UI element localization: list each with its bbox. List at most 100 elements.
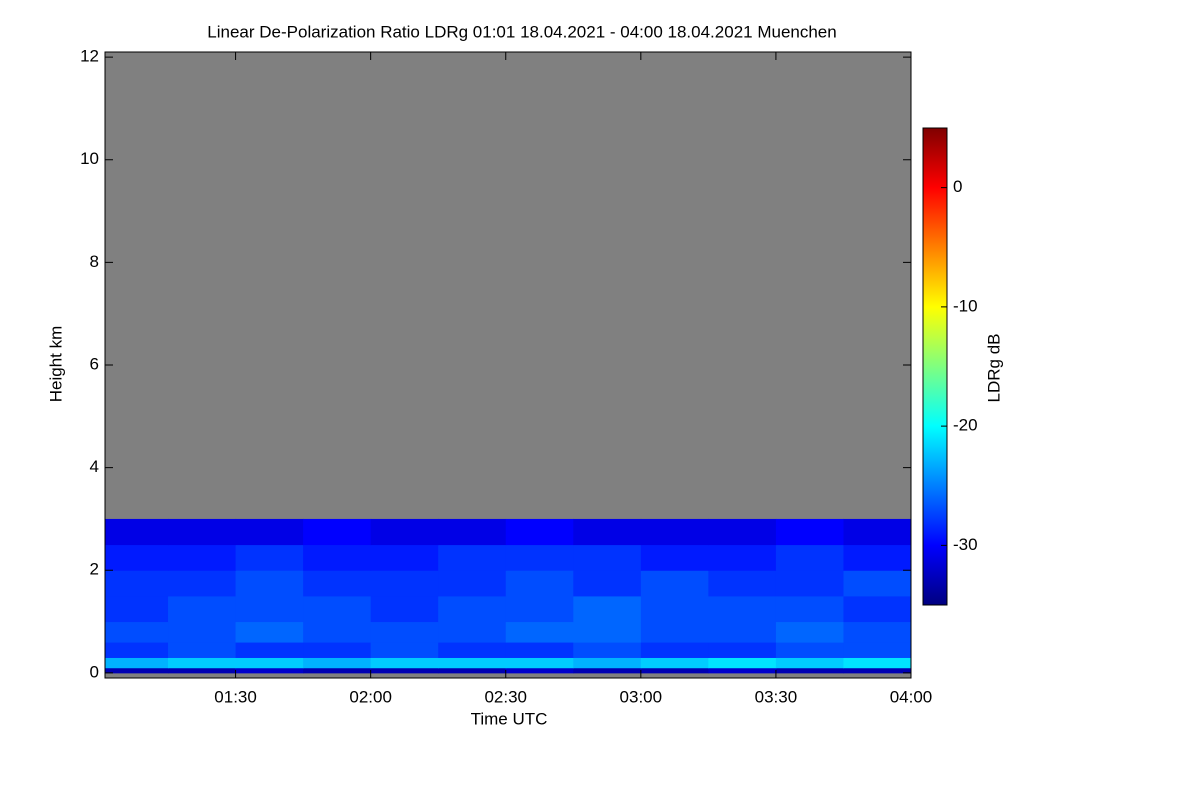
heatmap-cell xyxy=(235,657,304,669)
heatmap-cell xyxy=(708,657,777,669)
heatmap-cell xyxy=(105,642,169,658)
heatmap-cell xyxy=(573,621,642,643)
heatmap-cell xyxy=(168,667,237,674)
heatmap-cell xyxy=(303,667,372,674)
heatmap-cell xyxy=(168,570,237,597)
heatmap-cell xyxy=(708,642,777,658)
heatmap-cell xyxy=(168,621,237,643)
colorbar xyxy=(922,127,948,606)
heatmap-cell xyxy=(843,667,912,674)
heatmap-cell xyxy=(708,544,777,571)
heatmap-cell xyxy=(573,570,642,597)
heatmap-cell xyxy=(708,570,777,597)
heatmap-cell xyxy=(640,667,709,674)
colorbar-tick-label: -20 xyxy=(953,416,978,435)
heatmap-cell xyxy=(235,667,304,674)
chart-title: Linear De-Polarization Ratio LDRg 01:01 … xyxy=(207,22,836,41)
heatmap-cell xyxy=(105,667,169,674)
x-tick-label: 02:30 xyxy=(484,687,527,706)
heatmap-cell xyxy=(370,518,439,546)
heatmap-cell xyxy=(105,570,169,597)
heatmap-cell xyxy=(168,544,237,571)
heatmap-cell xyxy=(843,570,912,597)
heatmap-cell xyxy=(303,595,372,623)
heatmap-cell xyxy=(303,518,372,546)
heatmap-cell xyxy=(505,570,574,597)
heatmap-cell xyxy=(235,642,304,658)
colorbar-label: LDRg dB xyxy=(984,334,1003,403)
heatmap-cell xyxy=(438,657,507,669)
heatmap-cell xyxy=(505,667,574,674)
x-tick-label: 02:00 xyxy=(349,687,392,706)
heatmap-cell xyxy=(303,657,372,669)
heatmap-cell xyxy=(370,544,439,571)
colorbar-tick-label: -30 xyxy=(953,535,978,554)
heatmap-cell xyxy=(370,621,439,643)
heatmap-cell xyxy=(708,595,777,623)
heatmap-cell xyxy=(843,518,912,546)
heatmap-cell xyxy=(843,544,912,571)
heatmap-cell xyxy=(775,621,844,643)
heatmap-cell xyxy=(708,621,777,643)
x-tick-label: 03:00 xyxy=(620,687,663,706)
heatmap-cell xyxy=(573,667,642,674)
heatmap-cell xyxy=(573,642,642,658)
heatmap-cell xyxy=(438,518,507,546)
x-axis-label: Time UTC xyxy=(471,709,548,728)
heatmap-cell xyxy=(303,570,372,597)
heatmap-cell xyxy=(168,595,237,623)
heatmap-cell xyxy=(438,621,507,643)
heatmap-cell xyxy=(708,518,777,546)
heatmap-cell xyxy=(438,544,507,571)
heatmap-cell xyxy=(370,570,439,597)
heatmap-cell xyxy=(303,642,372,658)
heatmap-cell xyxy=(370,642,439,658)
heatmap-cell xyxy=(640,642,709,658)
heatmap-cell xyxy=(303,621,372,643)
heatmap-cell xyxy=(505,621,574,643)
x-tick-label: 04:00 xyxy=(890,687,933,706)
y-tick-label: 4 xyxy=(90,457,99,476)
y-tick-label: 6 xyxy=(90,354,99,373)
y-tick-label: 2 xyxy=(90,560,99,579)
x-tick-label: 01:30 xyxy=(214,687,257,706)
heatmap-cell xyxy=(640,570,709,597)
colorbar-tick-label: 0 xyxy=(953,177,962,196)
heatmap-cell xyxy=(168,642,237,658)
heatmap-cell xyxy=(775,518,844,546)
heatmap-cell xyxy=(505,642,574,658)
heatmap-cell xyxy=(235,518,304,546)
y-tick-label: 8 xyxy=(90,252,99,271)
heatmap-cell xyxy=(775,642,844,658)
heatmap-cell xyxy=(640,595,709,623)
colorbar-tick-label: -10 xyxy=(953,296,978,315)
heatmap-cell xyxy=(235,621,304,643)
heatmap-cell xyxy=(775,544,844,571)
heatmap-cell xyxy=(640,621,709,643)
heatmap-cell xyxy=(370,667,439,674)
heatmap-cell xyxy=(235,570,304,597)
heatmap-cell xyxy=(105,544,169,571)
heatmap-cell xyxy=(438,570,507,597)
heatmap-cell xyxy=(105,657,169,669)
y-tick-label: 12 xyxy=(80,47,99,66)
heatmap-cell xyxy=(708,667,777,674)
heatmap-cell xyxy=(235,544,304,571)
heatmap-cell xyxy=(640,544,709,571)
heatmap-cell xyxy=(573,595,642,623)
heatmap-cell xyxy=(843,657,912,669)
heatmap-cell xyxy=(105,518,169,546)
heatmap-cell xyxy=(168,518,237,546)
x-tick-label: 03:30 xyxy=(755,687,798,706)
heatmap-cell xyxy=(843,621,912,643)
heatmap-cell xyxy=(505,518,574,546)
y-tick-label: 10 xyxy=(80,149,99,168)
heatmap-cell xyxy=(505,544,574,571)
heatmap-cell xyxy=(438,667,507,674)
heatmap-cell xyxy=(775,657,844,669)
heatmap-cell xyxy=(775,667,844,674)
heatmap-cell xyxy=(573,518,642,546)
y-tick-label: 0 xyxy=(90,662,99,681)
heatmap-cell xyxy=(573,657,642,669)
